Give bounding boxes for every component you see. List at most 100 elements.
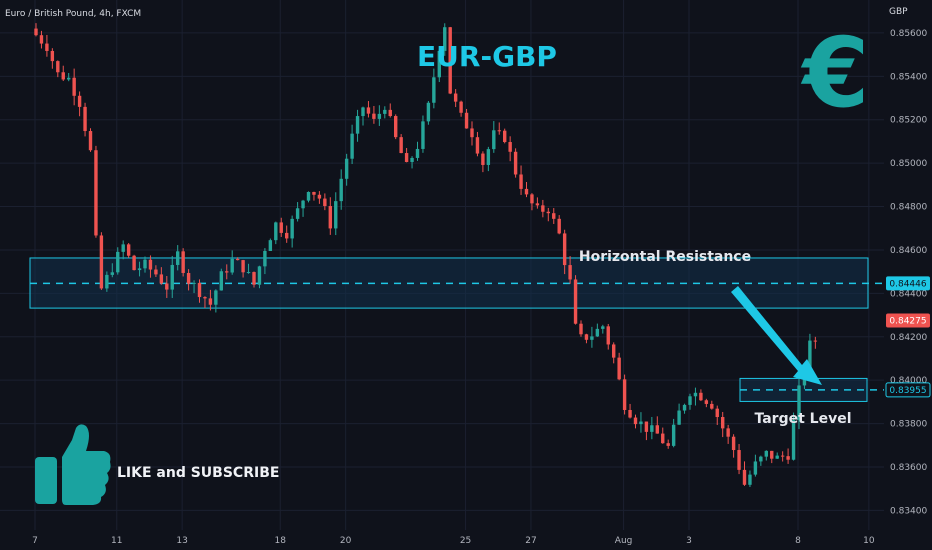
- candle-body: [34, 28, 38, 36]
- candle-body: [159, 274, 164, 284]
- y-tick-label: 0.84000: [890, 376, 927, 386]
- candle-body: [132, 255, 136, 271]
- price-marker-label: 0.84446: [889, 279, 926, 289]
- thumbs-up-icon: [35, 424, 111, 505]
- candle-body: [83, 106, 87, 132]
- candle-body: [622, 379, 627, 410]
- candle-body: [225, 271, 229, 273]
- candle-body: [775, 455, 779, 459]
- candle-body: [241, 260, 245, 273]
- candle-body: [263, 250, 267, 267]
- x-tick-label: 13: [176, 536, 187, 546]
- candle-body: [617, 357, 621, 380]
- candle-body: [143, 259, 147, 269]
- candle-body: [72, 77, 76, 96]
- thumb-hand: [62, 424, 111, 505]
- candle-body: [737, 450, 741, 470]
- candle-body: [252, 272, 256, 285]
- y-tick-label: 0.84400: [890, 289, 927, 299]
- y-tick-label: 0.83600: [890, 463, 927, 473]
- x-tick-label: 7: [32, 536, 38, 546]
- candle-body: [235, 258, 240, 261]
- price-marker-label: 0.84275: [889, 316, 926, 326]
- candle-body: [404, 153, 409, 162]
- axis-layer: 0.85600 0.85400 0.85200 0.85000 0.84800 0.846…: [32, 29, 931, 546]
- candle-body: [290, 218, 294, 239]
- candle-body: [503, 130, 507, 143]
- candle-body: [432, 77, 436, 103]
- candle-body: [230, 258, 234, 273]
- candle-body: [721, 417, 725, 429]
- candle-body: [274, 222, 278, 241]
- candle-body: [655, 425, 659, 434]
- y-tick-label: 0.83800: [890, 420, 927, 430]
- target-arrow-icon: [731, 286, 822, 385]
- candle-body: [628, 409, 632, 418]
- y-tick-label: 0.85000: [890, 159, 927, 169]
- price-marker-box: [886, 276, 930, 291]
- candle-body: [786, 456, 790, 460]
- candle-body: [121, 244, 125, 252]
- candle-body: [546, 211, 550, 214]
- target-label: Target Level: [754, 411, 851, 427]
- candle-body: [562, 233, 567, 266]
- candle-body: [688, 396, 692, 405]
- candle-body: [666, 443, 670, 446]
- candle-body: [753, 461, 758, 475]
- candle-body: [170, 264, 174, 290]
- candle-body: [366, 107, 371, 114]
- candle-body: [699, 392, 703, 401]
- y-tick-label: 0.85400: [890, 72, 927, 82]
- candle-body: [399, 137, 403, 154]
- candle-body: [682, 404, 687, 411]
- candle-body: [715, 408, 719, 418]
- candle-body: [530, 194, 534, 204]
- candle-body: [568, 265, 572, 280]
- candle-body: [557, 218, 561, 234]
- zone-layer: [29, 257, 884, 402]
- candle-body: [797, 385, 801, 421]
- candle-body: [448, 27, 452, 94]
- candle-body: [704, 400, 709, 404]
- candle-body: [377, 113, 382, 119]
- candle-body: [693, 392, 698, 397]
- x-tick-label: 3: [686, 536, 692, 546]
- candle-body: [383, 109, 387, 114]
- candle-body: [137, 268, 142, 271]
- candle-body: [317, 194, 322, 199]
- y-tick-label: 0.84600: [890, 246, 927, 256]
- candle-body: [415, 148, 420, 158]
- candle-body: [710, 403, 714, 409]
- candle-body: [306, 191, 311, 201]
- candle-body: [497, 130, 501, 132]
- candle-body: [279, 222, 283, 233]
- candle-body: [219, 271, 223, 291]
- y-tick-label: 0.85600: [890, 29, 927, 39]
- candle-body: [813, 340, 818, 342]
- candle-body: [595, 328, 600, 337]
- candle-body: [731, 436, 736, 451]
- candle-body: [186, 272, 191, 284]
- candle-body: [470, 128, 474, 138]
- candle-body: [355, 116, 360, 134]
- candle-body: [780, 455, 785, 457]
- candle-body: [246, 272, 251, 274]
- candle-body: [350, 133, 354, 159]
- candle-body: [110, 272, 114, 275]
- candle-body: [257, 266, 262, 285]
- overlay-layer: [731, 286, 822, 385]
- candle-body: [612, 344, 616, 358]
- price-marker-box: [885, 382, 931, 398]
- candle-body: [742, 469, 747, 485]
- candle-body: [214, 290, 218, 305]
- candle-body: [644, 421, 649, 432]
- candle-body: [94, 150, 98, 236]
- thumb-cuff: [35, 457, 57, 504]
- candle-body: [464, 112, 469, 129]
- candle-body: [481, 153, 485, 165]
- candle-body: [726, 428, 730, 437]
- candle-body: [388, 109, 392, 117]
- resistance-label: Horizontal Resistance: [579, 249, 751, 265]
- candle-body: [759, 456, 763, 462]
- candle-body: [459, 101, 463, 113]
